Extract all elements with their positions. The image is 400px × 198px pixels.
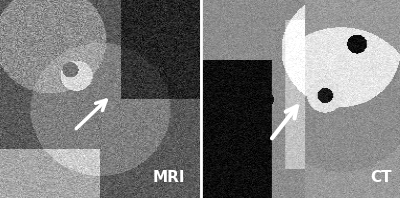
- Text: MRI: MRI: [152, 170, 185, 186]
- Text: CT: CT: [370, 170, 392, 186]
